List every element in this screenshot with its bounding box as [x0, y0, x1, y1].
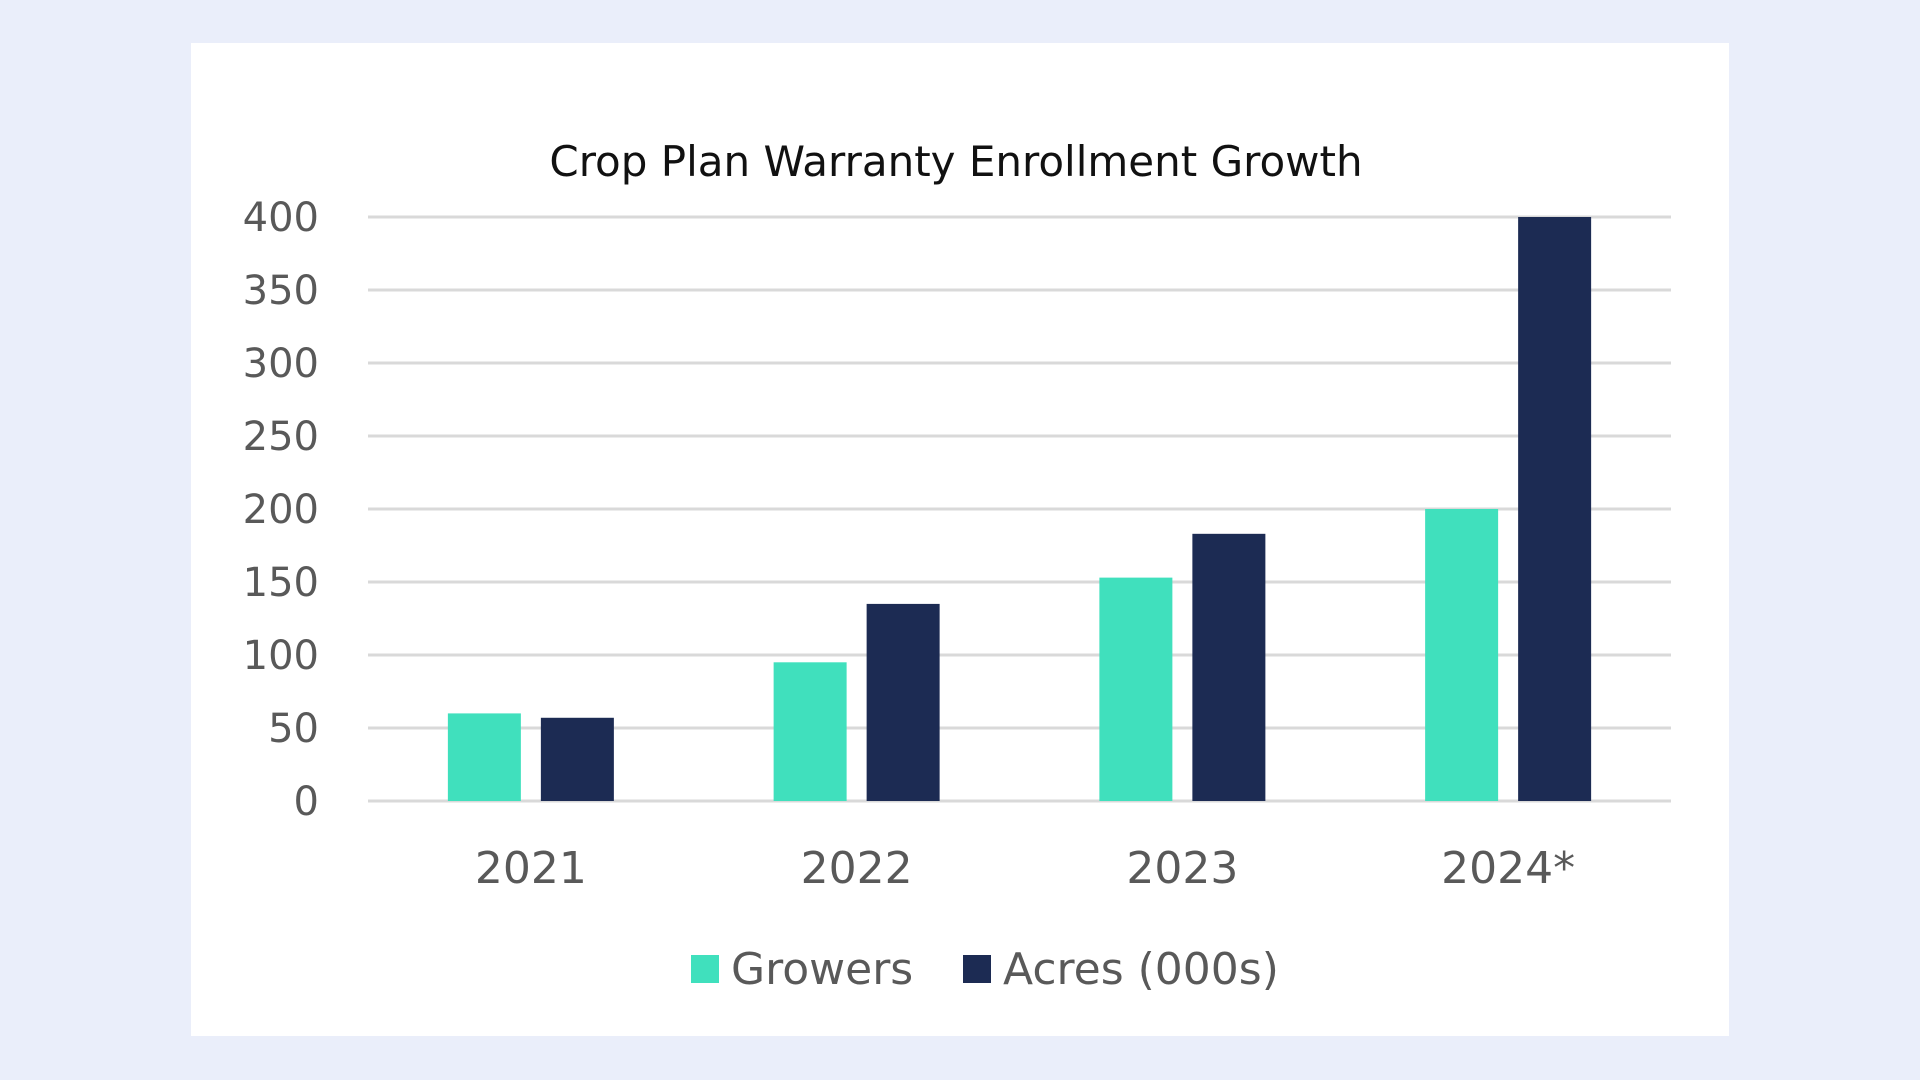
x-tick-label: 2023	[1126, 843, 1238, 894]
legend-swatch-acres	[963, 955, 991, 983]
bar-acres-2022	[866, 603, 940, 801]
bars	[447, 217, 1592, 801]
x-axis-ticks: 2021 2022 2023 2024*	[475, 843, 1575, 894]
bar-growers-2022	[773, 662, 847, 801]
bar-chart: Crop Plan Warranty Enrollment Growth 0 50…	[243, 137, 1671, 995]
y-tick-label: 300	[243, 341, 319, 387]
x-tick-label: 2021	[475, 843, 587, 894]
y-tick-label: 0	[294, 779, 319, 825]
bar-acres-2021	[540, 717, 614, 801]
bar-acres-2024	[1518, 217, 1592, 801]
legend-label-growers: Growers	[731, 944, 913, 995]
y-tick-label: 200	[243, 487, 319, 533]
y-tick-label: 350	[243, 268, 319, 314]
bar-growers-2021	[447, 713, 521, 801]
bar-acres-2023	[1192, 533, 1266, 801]
y-axis-ticks: 0 50 100 150 200 250 300 350 400	[243, 195, 319, 825]
legend-label-acres: Acres (000s)	[1003, 944, 1279, 995]
bar-growers-2023	[1099, 577, 1173, 801]
y-tick-label: 150	[243, 560, 319, 606]
legend: Growers Acres (000s)	[691, 944, 1279, 995]
x-tick-label: 2022	[801, 843, 913, 894]
y-tick-label: 400	[243, 195, 319, 241]
y-tick-label: 50	[268, 706, 319, 752]
bar-growers-2024	[1425, 509, 1499, 801]
chart-card: Crop Plan Warranty Enrollment Growth 0 50…	[191, 43, 1729, 1036]
x-tick-label: 2024*	[1441, 843, 1575, 894]
y-tick-label: 250	[243, 414, 319, 460]
chart-title: Crop Plan Warranty Enrollment Growth	[549, 137, 1362, 186]
y-tick-label: 100	[243, 633, 319, 679]
legend-swatch-growers	[691, 955, 719, 983]
